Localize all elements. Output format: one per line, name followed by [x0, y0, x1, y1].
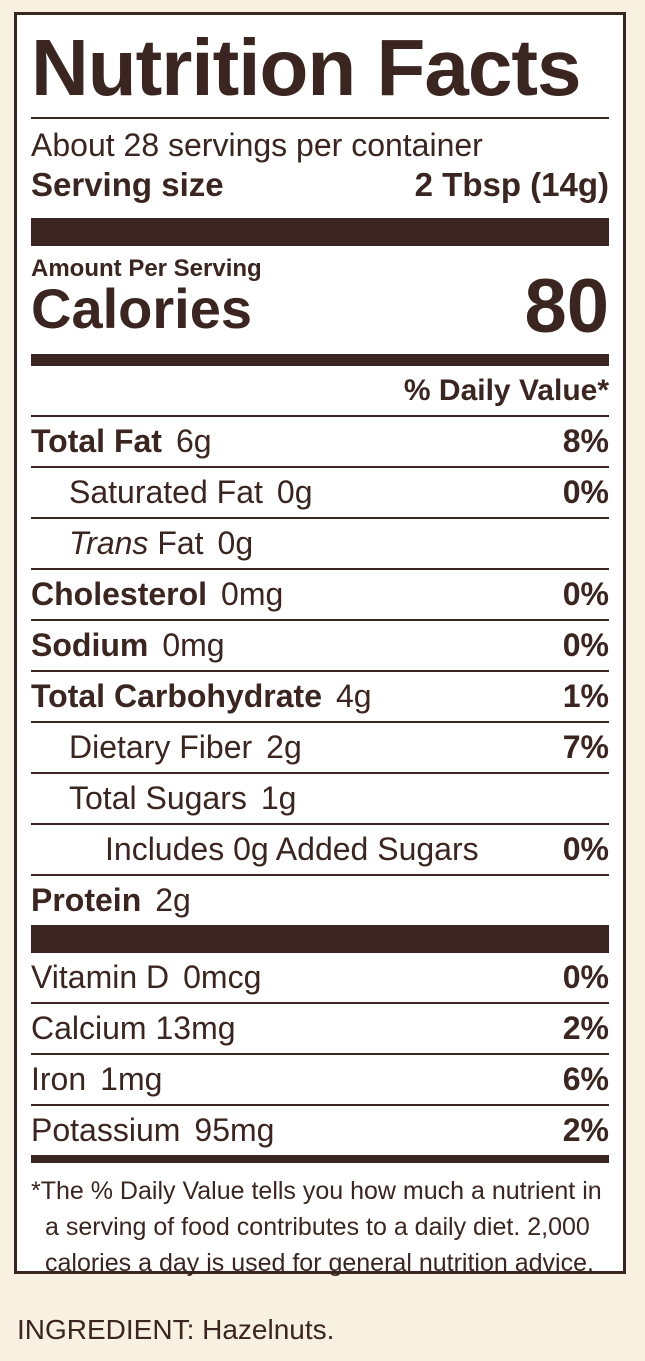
nutrient-amount: 0g: [276, 474, 313, 510]
footnote-line: *The % Daily Value tells you how much a …: [31, 1177, 602, 1205]
nutrient-name: Includes 0g Added Sugars: [105, 831, 479, 867]
nutrient-name: Sodium: [31, 627, 149, 663]
daily-value-footnote: *The % Daily Value tells you how much a …: [31, 1173, 609, 1281]
vitamin-name: Calcium: [31, 1010, 147, 1046]
nutrition-facts-label: Nutrition Facts About 28 servings per co…: [14, 12, 626, 1277]
nutrient-amount: 2g: [155, 882, 191, 918]
nutrient-row-sodium: Sodium 0mg 0%: [31, 621, 609, 672]
label-title: Nutrition Facts: [31, 23, 609, 119]
footnote-line: calories a day is used for general nutri…: [45, 1249, 594, 1277]
nutrient-name-italic: Trans: [69, 525, 149, 561]
nutrient-name: Total Sugars: [69, 780, 247, 816]
vitamin-name: Vitamin D: [31, 959, 170, 995]
vitamin-dv: 2%: [562, 1112, 609, 1148]
nutrient-dv: 8%: [562, 423, 609, 459]
nutrient-row-total-carbohydrate: Total Carbohydrate 4g 1%: [31, 672, 609, 723]
nutrient-row-total-fat: Total Fat 6g 8%: [31, 417, 609, 468]
serving-size-row: Serving size 2 Tbsp (14g): [31, 165, 609, 205]
nutrient-dv: 0%: [562, 474, 609, 510]
nutrient-dv: 0%: [562, 831, 609, 867]
nutrient-name: Cholesterol: [31, 576, 208, 612]
footnote-line: a serving of food contributes to a daily…: [45, 1213, 590, 1241]
thick-divider: [31, 925, 609, 953]
nutrient-name: Total Fat: [31, 423, 162, 459]
calories-row: Calories 80: [31, 269, 609, 345]
nutrient-name: Dietary Fiber: [69, 729, 253, 765]
footer-divider: [31, 1155, 609, 1163]
vitamin-name: Iron: [31, 1061, 87, 1097]
nutrient-name: Fat: [157, 525, 204, 561]
nutrient-row-protein: Protein 2g: [31, 876, 609, 925]
vitamin-dv: 6%: [562, 1061, 609, 1097]
nutrient-dv: 1%: [562, 678, 609, 714]
vitamin-row-calcium: Calcium 13mg 2%: [31, 1004, 609, 1055]
medium-divider: [31, 354, 609, 366]
nutrient-amount: 2g: [266, 729, 302, 765]
nutrient-amount: 1g: [260, 780, 297, 816]
nutrient-dv: 7%: [562, 729, 609, 765]
vitamin-name: Potassium: [31, 1112, 181, 1148]
vitamin-row-iron: Iron 1mg 6%: [31, 1055, 609, 1106]
nutrient-amount: 4g: [336, 678, 372, 714]
vitamin-dv: 2%: [562, 1010, 609, 1046]
ingredients-text: INGREDIENT: Hazelnuts.: [17, 1314, 335, 1345]
amount-per-serving: Amount Per Serving: [31, 255, 262, 282]
nutrient-row-saturated-fat: Saturated Fat 0g 0%: [31, 468, 609, 519]
nutrient-name: Total Carbohydrate: [31, 678, 322, 714]
servings-per-container: About 28 servings per container: [31, 127, 483, 163]
vitamin-row-vitamin-d: Vitamin D 0mcg 0%: [31, 953, 609, 1004]
nutrient-row-total-sugars: Total Sugars 1g: [31, 774, 609, 825]
vitamin-amount: 13mg: [155, 1010, 236, 1046]
nutrient-dv: 0%: [562, 576, 609, 612]
vitamin-dv: 0%: [562, 959, 609, 995]
serving-size-label: Serving size: [31, 166, 224, 203]
daily-value-header: % Daily Value*: [31, 366, 609, 417]
nutrient-amount: 0g: [217, 525, 254, 561]
nutrient-amount: 0mg: [162, 627, 225, 663]
nutrient-amount: 6g: [175, 423, 212, 459]
calories-label: Calories: [31, 277, 252, 340]
vitamin-row-potassium: Potassium 95mg 2%: [31, 1106, 609, 1155]
vitamin-amount: 0mcg: [183, 959, 262, 995]
nutrient-row-trans-fat: Trans Fat 0g: [31, 519, 609, 570]
nutrient-dv: 0%: [562, 627, 609, 663]
nutrient-amount: 0mg: [221, 576, 284, 612]
calories-value: 80: [524, 264, 609, 349]
nutrient-row-cholesterol: Cholesterol 0mg 0%: [31, 570, 609, 621]
vitamin-amount: 95mg: [194, 1112, 275, 1148]
thick-divider: [31, 218, 609, 246]
nutrient-row-dietary-fiber: Dietary Fiber 2g 7%: [31, 723, 609, 774]
nutrient-row-added-sugars: Includes 0g Added Sugars 0%: [31, 825, 609, 876]
nutrient-name: Protein: [31, 882, 142, 918]
vitamin-amount: 1mg: [100, 1061, 163, 1097]
nutrient-name: Saturated Fat: [69, 474, 263, 510]
serving-size-value: 2 Tbsp (14g): [414, 166, 609, 203]
